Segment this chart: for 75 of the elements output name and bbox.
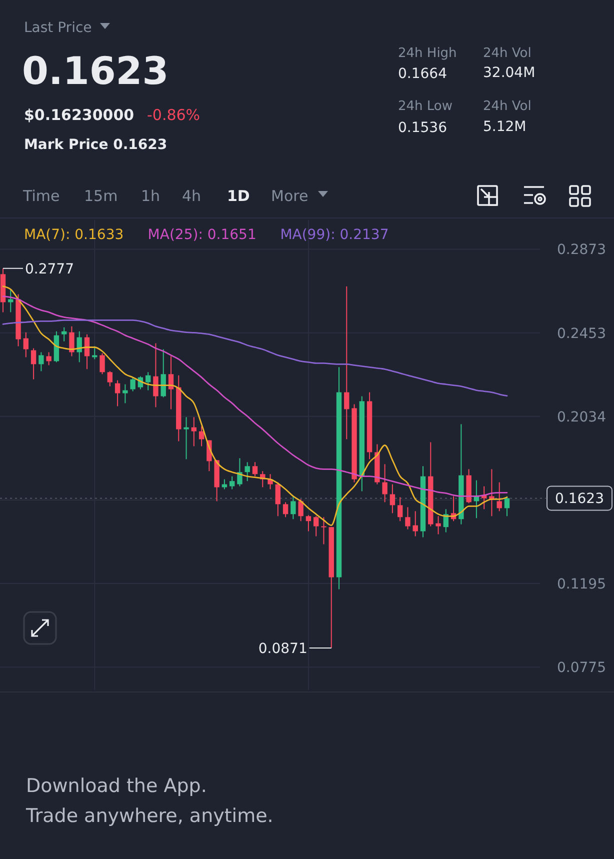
candlestick	[321, 516, 326, 545]
candlestick	[405, 506, 410, 530]
candlestick	[30, 348, 36, 380]
candlestick	[496, 482, 502, 512]
text: 24h High	[398, 46, 457, 61]
text: More	[271, 187, 308, 205]
text: -0.86%	[147, 106, 200, 124]
line-series	[2, 319, 508, 397]
y-tick-label: 0.0775	[557, 660, 606, 676]
text: Trade anywhere, anytime.	[25, 805, 274, 827]
annotation: 0.0871	[258, 640, 308, 657]
candlestick	[268, 474, 273, 490]
ref-line-label: 0.1623	[555, 491, 604, 508]
text: 5.12M	[483, 119, 526, 135]
candlestick	[160, 348, 166, 398]
candlestick	[382, 464, 388, 503]
text: 0.1664	[398, 66, 448, 82]
candlestick	[191, 416, 197, 447]
candlestick	[244, 462, 250, 482]
text: 24h Vol	[483, 46, 532, 61]
text: MA(99): 0.2137	[280, 227, 389, 243]
candlestick	[8, 288, 14, 313]
candlestick	[275, 482, 281, 517]
candlestick	[397, 496, 403, 522]
text: 1h	[141, 187, 160, 205]
candlestick	[489, 468, 494, 517]
text: Mark Price 0.1623	[24, 137, 168, 153]
candlestick	[504, 496, 510, 517]
candlestick	[145, 372, 151, 391]
y-tick-label: 0.2873	[557, 242, 606, 258]
text: 15m	[84, 187, 118, 205]
candlestick	[107, 370, 113, 387]
candlestick	[290, 496, 296, 520]
candlestick	[436, 516, 441, 535]
candlestick	[229, 476, 235, 490]
candlestick	[198, 426, 204, 447]
candlestick	[61, 326, 67, 342]
candlestick	[130, 376, 136, 392]
candlestick	[38, 352, 44, 372]
candlestick	[184, 416, 189, 460]
candlestick	[252, 462, 258, 477]
candlestick	[306, 514, 312, 532]
candlestick	[122, 384, 128, 404]
text: 24h Vol	[483, 99, 532, 114]
candlestick	[298, 498, 304, 522]
text: Download the App.	[26, 775, 207, 797]
candlestick	[23, 332, 29, 358]
candlestick	[153, 342, 158, 408]
candlestick	[69, 326, 74, 357]
text: 0.1623	[22, 49, 169, 93]
y-tick-label: 0.2453	[557, 326, 606, 342]
y-tick-label: 0.2034	[557, 409, 606, 426]
candlestick	[412, 510, 418, 537]
text: Last Price	[24, 20, 92, 36]
text: MA(25): 0.1651	[148, 227, 256, 243]
candlestick	[222, 478, 228, 490]
text: 4h	[182, 187, 202, 205]
text: 1D	[227, 187, 250, 205]
candlestick	[344, 286, 350, 440]
candlestick	[313, 516, 319, 537]
text: 0.1536	[398, 120, 448, 136]
annotation: 0.2777	[25, 261, 74, 278]
y-tick-label: 0.1195	[557, 576, 606, 592]
candlestick	[390, 484, 396, 514]
candlestick	[237, 458, 242, 487]
text: 32.04M	[483, 65, 536, 81]
text: Time	[22, 187, 60, 205]
text: 24h Low	[398, 99, 453, 114]
candlestick	[114, 380, 120, 407]
text: $0.16230000	[24, 106, 134, 124]
candlestick	[100, 352, 105, 375]
candlestick	[282, 502, 288, 518]
candlestick	[92, 346, 98, 360]
candlestick	[46, 352, 52, 366]
text: MA(7): 0.1633	[24, 227, 124, 243]
